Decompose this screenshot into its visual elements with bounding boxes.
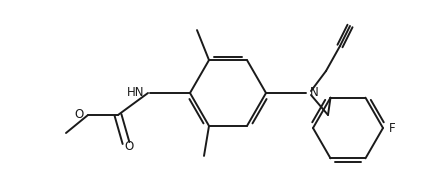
Text: O: O bbox=[124, 140, 133, 153]
Text: HN: HN bbox=[126, 86, 144, 99]
Text: O: O bbox=[74, 108, 84, 121]
Text: F: F bbox=[388, 121, 395, 134]
Text: N: N bbox=[309, 86, 318, 99]
